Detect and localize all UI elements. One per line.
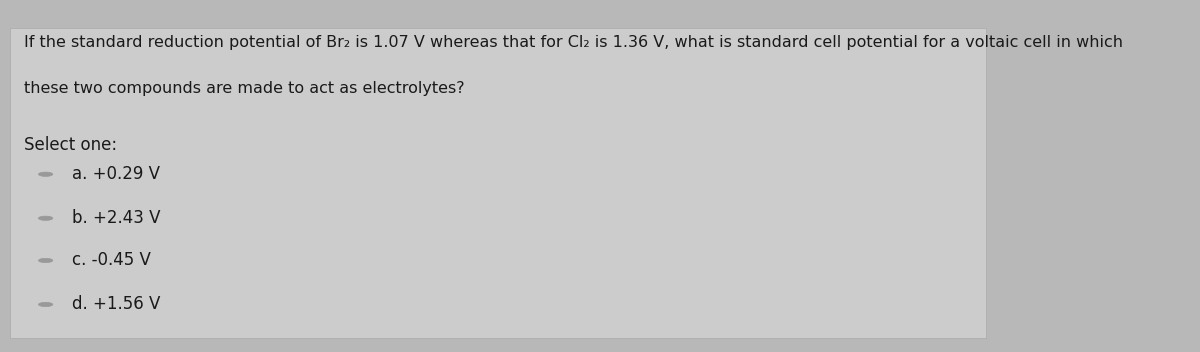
Text: d. +1.56 V: d. +1.56 V	[72, 295, 161, 314]
Text: c. -0.45 V: c. -0.45 V	[72, 251, 151, 270]
Circle shape	[38, 258, 53, 263]
Text: these two compounds are made to act as electrolytes?: these two compounds are made to act as e…	[24, 81, 464, 96]
Text: Select one:: Select one:	[24, 136, 118, 153]
Circle shape	[38, 302, 53, 307]
Circle shape	[38, 172, 53, 176]
Circle shape	[38, 216, 53, 220]
Text: b. +2.43 V: b. +2.43 V	[72, 209, 161, 227]
FancyBboxPatch shape	[10, 28, 986, 338]
Text: a. +0.29 V: a. +0.29 V	[72, 165, 160, 183]
Text: If the standard reduction potential of Br₂ is 1.07 V whereas that for Cl₂ is 1.3: If the standard reduction potential of B…	[24, 35, 1123, 50]
